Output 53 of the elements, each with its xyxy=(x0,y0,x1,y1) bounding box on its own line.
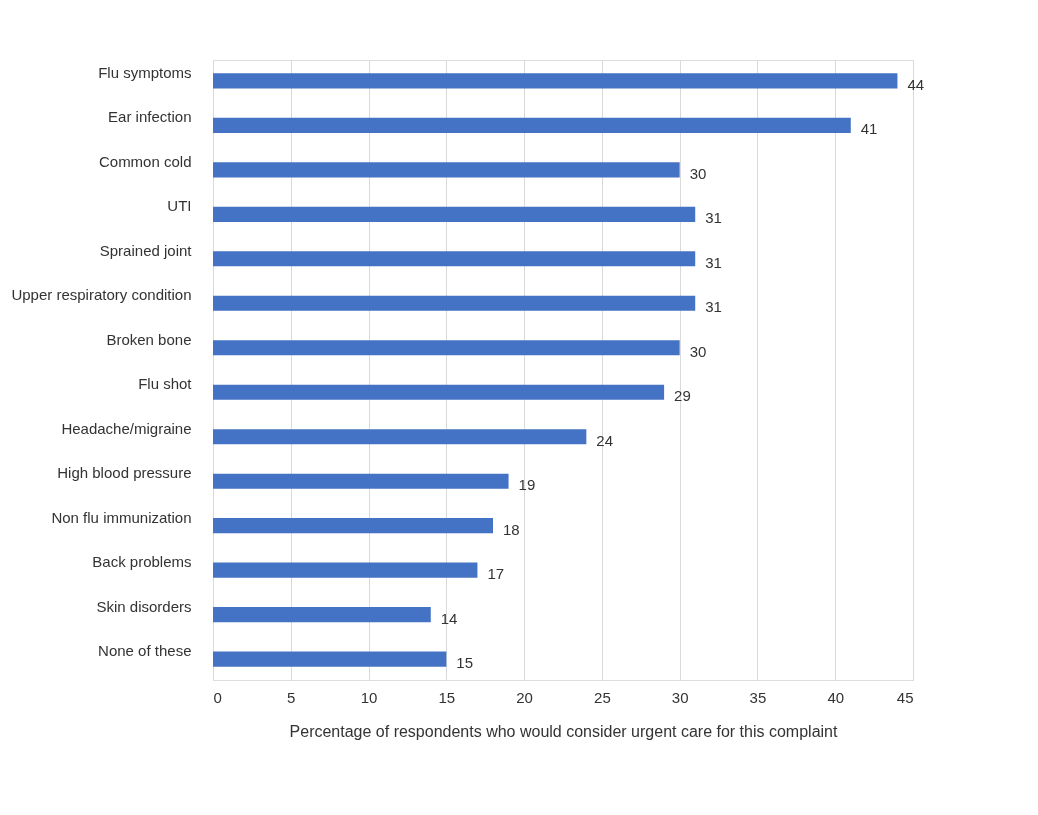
data-label: 30 xyxy=(689,342,707,360)
bar xyxy=(213,162,680,178)
y-tick-label: Upper respiratory condition xyxy=(11,286,192,304)
data-label: 29 xyxy=(674,387,691,405)
y-tick-label: Sprained joint xyxy=(99,241,193,259)
data-label: 41 xyxy=(860,120,878,138)
bar xyxy=(213,206,696,222)
bar xyxy=(213,295,696,311)
x-tick-label: 40 xyxy=(827,688,845,706)
y-tick-label: Common cold xyxy=(98,152,192,170)
data-label: 31 xyxy=(705,209,722,227)
y-tick-label: None of these xyxy=(98,642,192,660)
bar xyxy=(213,73,898,89)
x-tick-label: 30 xyxy=(671,688,689,706)
x-tick-label: 45 xyxy=(896,688,914,706)
bar xyxy=(213,429,587,445)
y-tick-label: High blood pressure xyxy=(57,464,192,482)
x-tick-label: 10 xyxy=(360,688,378,706)
x-tick-label: 5 xyxy=(287,688,296,706)
bar xyxy=(213,340,680,356)
bar xyxy=(213,518,493,534)
data-label: 15 xyxy=(456,654,474,672)
bar xyxy=(213,117,851,133)
bar xyxy=(213,473,509,489)
data-label: 17 xyxy=(487,565,505,583)
data-label: 24 xyxy=(596,431,614,449)
x-tick-label: 0 xyxy=(213,688,222,706)
bar xyxy=(213,651,447,667)
y-tick-label: Headache/migraine xyxy=(61,419,192,437)
data-label: 18 xyxy=(503,520,520,538)
x-axis-title: Percentage of respondents who would consider urgent care for this complaint xyxy=(289,722,838,740)
data-label: 31 xyxy=(705,298,722,316)
x-tick-label: 20 xyxy=(516,688,533,706)
data-label: 14 xyxy=(440,609,458,627)
bar xyxy=(213,384,665,400)
data-label: 31 xyxy=(705,253,722,271)
data-label: 30 xyxy=(689,164,707,182)
y-tick-label: Back problems xyxy=(92,553,192,571)
y-tick-label: Broken bone xyxy=(106,330,192,348)
data-label: 19 xyxy=(518,476,536,494)
x-tick-label: 25 xyxy=(594,688,611,706)
y-tick-label: Skin disorders xyxy=(96,597,192,615)
y-tick-label: Flu shot xyxy=(138,375,193,393)
y-tick-label: Flu symptoms xyxy=(98,63,192,81)
y-tick-label: Non flu immunization xyxy=(51,508,192,526)
x-tick-label: 15 xyxy=(438,688,456,706)
bar xyxy=(213,251,696,267)
bar xyxy=(213,607,431,623)
x-tick-label: 35 xyxy=(749,688,767,706)
y-tick-label: Ear infection xyxy=(108,108,192,126)
y-tick-label: UTI xyxy=(167,197,192,215)
bar xyxy=(213,562,478,578)
data-label: 44 xyxy=(907,75,925,93)
